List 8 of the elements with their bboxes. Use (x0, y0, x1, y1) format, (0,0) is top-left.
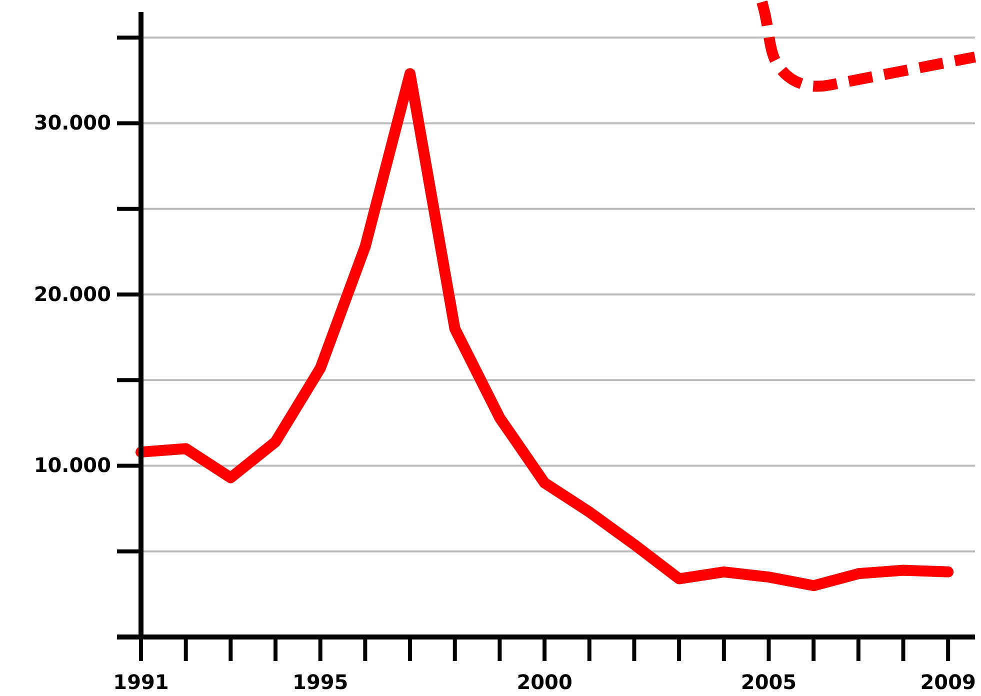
x-tick-label: 1991 (113, 670, 169, 694)
y-tick-label: 20.000 (34, 282, 111, 306)
x-tick-label: 1995 (292, 670, 348, 694)
y-tick-label: 10.000 (34, 453, 111, 478)
x-tick-label: 2005 (740, 670, 797, 694)
x-tick-label: 2009 (920, 670, 976, 694)
y-tick-label: 30.000 (34, 110, 111, 135)
x-tick-label: 2000 (516, 670, 572, 694)
